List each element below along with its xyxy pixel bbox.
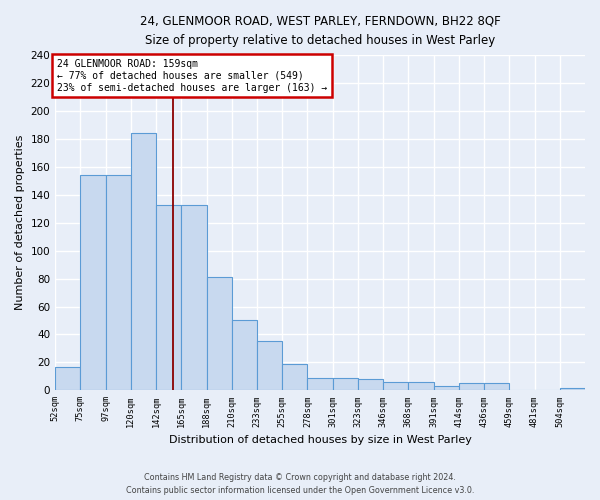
Bar bbox=[434, 386, 459, 390]
Bar bbox=[282, 364, 307, 390]
Bar bbox=[206, 277, 232, 390]
Bar bbox=[106, 175, 131, 390]
Bar bbox=[257, 342, 282, 390]
Bar bbox=[232, 320, 257, 390]
Bar bbox=[332, 378, 358, 390]
Title: 24, GLENMOOR ROAD, WEST PARLEY, FERNDOWN, BH22 8QF
Size of property relative to : 24, GLENMOOR ROAD, WEST PARLEY, FERNDOWN… bbox=[140, 15, 500, 47]
Bar bbox=[484, 384, 509, 390]
Bar bbox=[156, 204, 181, 390]
Bar bbox=[383, 382, 409, 390]
Bar bbox=[358, 379, 383, 390]
Y-axis label: Number of detached properties: Number of detached properties bbox=[15, 135, 25, 310]
Bar bbox=[80, 175, 106, 390]
Bar bbox=[560, 388, 585, 390]
Text: Contains HM Land Registry data © Crown copyright and database right 2024.
Contai: Contains HM Land Registry data © Crown c… bbox=[126, 474, 474, 495]
Bar bbox=[409, 382, 434, 390]
Bar bbox=[131, 134, 156, 390]
Bar bbox=[55, 366, 80, 390]
X-axis label: Distribution of detached houses by size in West Parley: Distribution of detached houses by size … bbox=[169, 435, 472, 445]
Text: 24 GLENMOOR ROAD: 159sqm
← 77% of detached houses are smaller (549)
23% of semi-: 24 GLENMOOR ROAD: 159sqm ← 77% of detach… bbox=[58, 60, 328, 92]
Bar bbox=[459, 384, 484, 390]
Bar bbox=[307, 378, 332, 390]
Bar bbox=[181, 204, 206, 390]
